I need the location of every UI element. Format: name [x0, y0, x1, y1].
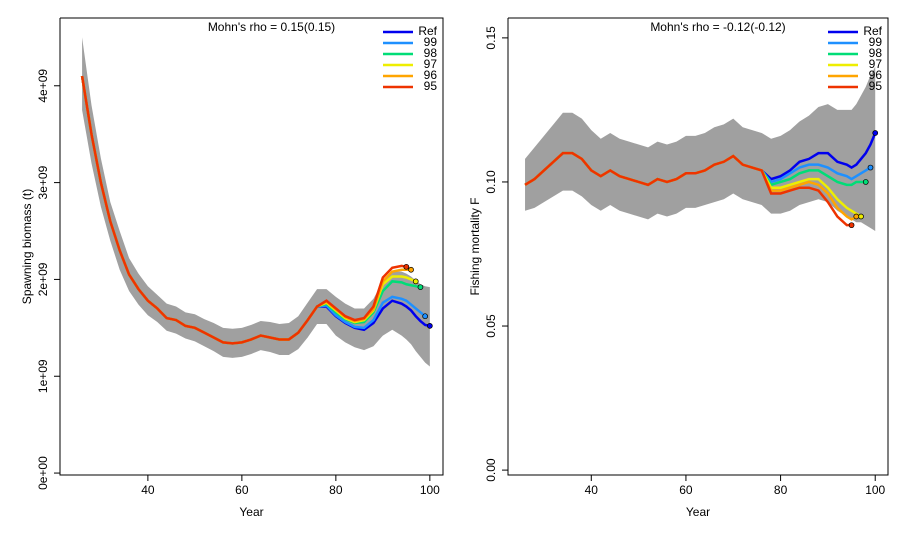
legend-label: 97 — [869, 57, 883, 71]
y-tick-label: 0e+00 — [36, 456, 50, 490]
x-tick-label: 40 — [585, 483, 599, 497]
series-line — [80, 75, 412, 345]
legend-label: 97 — [424, 57, 438, 71]
legend-label: 99 — [424, 35, 438, 49]
legend-label: 96 — [869, 68, 883, 82]
y-tick-label: 3e+09 — [36, 165, 50, 199]
y-tick-label: 4e+09 — [36, 69, 50, 103]
legend-label: 95 — [869, 79, 883, 93]
legend-label: 98 — [424, 46, 438, 60]
end-point — [422, 313, 428, 320]
legend-label: 95 — [424, 79, 438, 93]
end-point — [853, 213, 860, 220]
end-point — [867, 164, 874, 171]
y-tick-label: 2e+09 — [36, 262, 50, 296]
axis-frame — [59, 17, 444, 476]
legend-label: Ref — [863, 24, 882, 38]
x-tick-label: 60 — [235, 483, 249, 497]
end-point — [426, 323, 433, 329]
end-point — [412, 278, 419, 285]
x-axis-label: Year — [686, 505, 710, 519]
series-line — [524, 151, 852, 227]
end-point — [417, 284, 424, 291]
chart-title: Mohn's rho = -0.12(-0.12) — [650, 20, 785, 34]
x-tick-label: 100 — [420, 483, 440, 497]
x-tick-label: 100 — [865, 483, 885, 497]
end-point — [858, 213, 864, 220]
x-tick-label: 40 — [141, 483, 155, 497]
end-point — [403, 263, 410, 270]
x-tick-label: 60 — [679, 483, 693, 497]
x-axis-label: Year — [239, 505, 263, 519]
end-point — [862, 179, 869, 185]
end-point — [872, 130, 879, 136]
y-tick-label: 0.10 — [484, 170, 498, 194]
y-tick-label: 1e+09 — [36, 359, 50, 393]
y-axis-label: Spawning biomass (t) — [20, 189, 34, 304]
axis-frame — [507, 17, 889, 476]
x-tick-label: 80 — [329, 483, 343, 497]
series-line — [80, 75, 407, 345]
end-point — [408, 266, 414, 273]
series-line — [80, 75, 417, 345]
y-tick-label: 0.05 — [484, 314, 498, 338]
legend-label: Ref — [418, 24, 437, 38]
legend-label: 98 — [869, 46, 883, 60]
confidence-band — [525, 66, 876, 231]
legend-label: 96 — [424, 68, 438, 82]
y-tick-label: 0.15 — [484, 26, 498, 50]
end-point — [848, 222, 855, 229]
x-tick-label: 80 — [774, 483, 788, 497]
y-axis-label: Fishing mortality F — [468, 197, 482, 295]
legend-label: 99 — [869, 35, 883, 49]
chart-title: Mohn's rho = 0.15(0.15) — [208, 20, 335, 34]
y-tick-label: 0.00 — [484, 458, 498, 482]
